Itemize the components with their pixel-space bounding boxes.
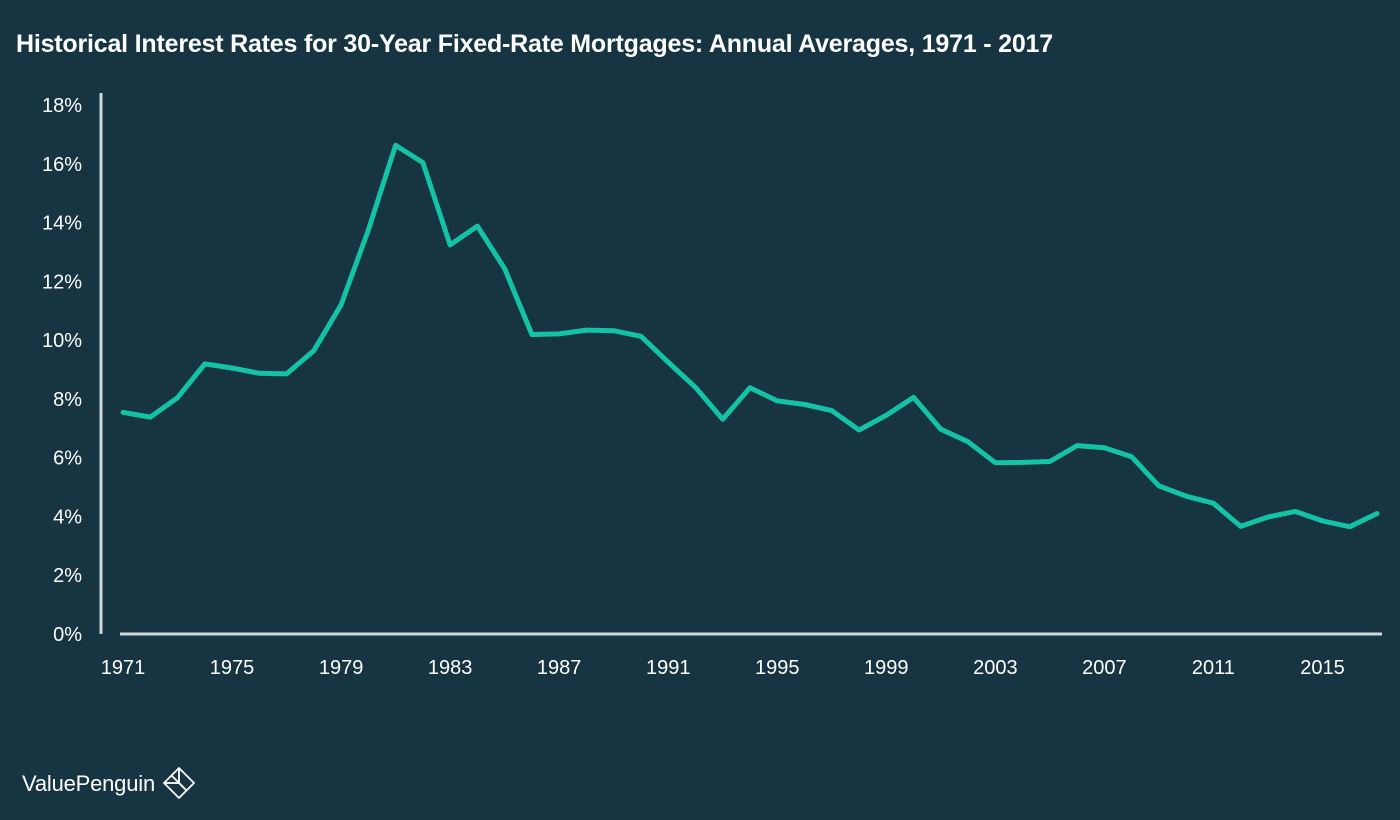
y-tick-label: 0% [53, 624, 82, 646]
x-tick-label: 1999 [864, 657, 909, 679]
x-tick-label: 2007 [1082, 657, 1127, 679]
x-tick-label: 2011 [1192, 657, 1235, 679]
x-tick-label: 1979 [319, 657, 364, 679]
x-axis-ticks: 1971 1975 1979 1983 1987 1991 1995 1999 2003 2007… [101, 657, 1345, 679]
y-tick-label: 16% [42, 154, 82, 176]
brand-footer: ValuePenguin [22, 766, 197, 802]
y-tick-label: 2% [53, 565, 82, 587]
x-tick-label: 1971 [101, 657, 146, 679]
x-tick-label: 1995 [755, 657, 800, 679]
y-tick-label: 4% [53, 506, 82, 528]
x-tick-label: 1983 [428, 657, 473, 679]
y-tick-label: 18% [42, 95, 82, 117]
chart-title: Historical Interest Rates for 30-Year Fi… [16, 30, 1053, 58]
y-tick-label: 12% [42, 271, 82, 293]
y-tick-label: 6% [53, 448, 82, 470]
x-tick-label: 2015 [1300, 657, 1345, 679]
y-tick-label: 10% [42, 330, 82, 352]
x-tick-label: 1975 [210, 657, 255, 679]
x-tick-label: 1987 [537, 657, 582, 679]
x-tick-label: 2003 [973, 657, 1018, 679]
y-axis-ticks: 0% 2% 4% 6% 8% 10% 12% 14% 16% 18% [42, 95, 82, 646]
penguin-diamond-icon [163, 767, 195, 799]
y-tick-label: 8% [53, 389, 82, 411]
x-tick-label: 1991 [646, 657, 691, 679]
series-line-mortgage-rate [120, 142, 1380, 530]
brand-name: ValuePenguin [22, 771, 155, 796]
y-tick-label: 14% [42, 213, 82, 235]
